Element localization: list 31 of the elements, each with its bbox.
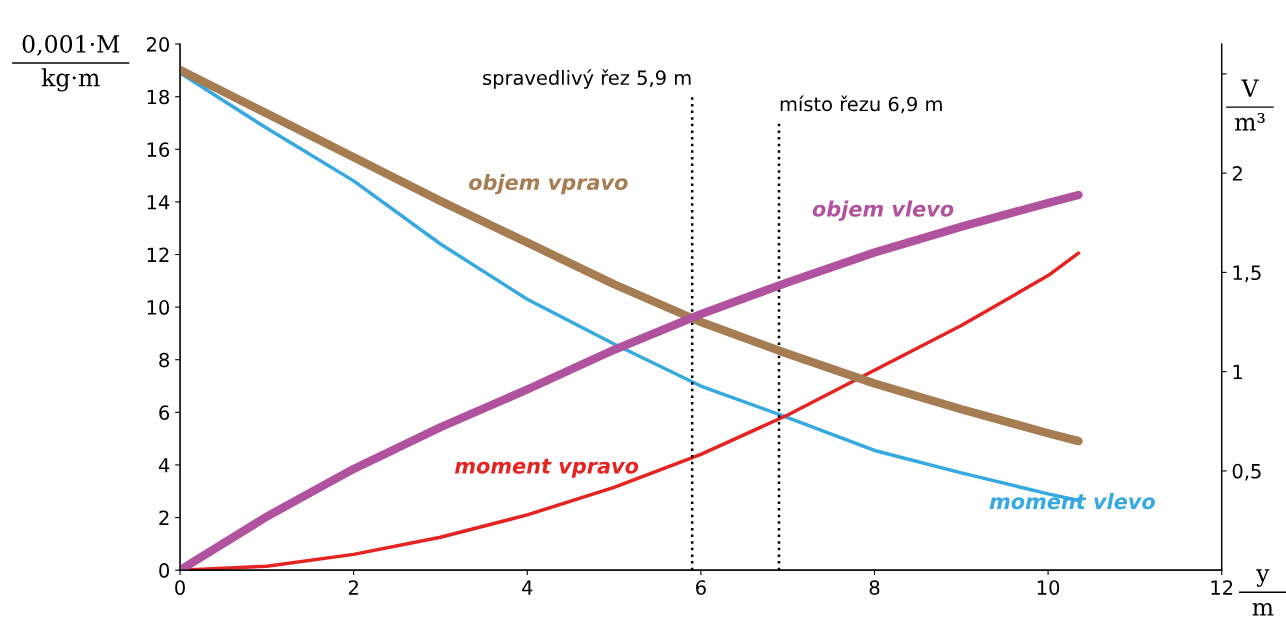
x-axis-title: y m [1252,569,1274,616]
series-label: objem vpravo [468,173,628,195]
y-tick-label: 12 [147,247,169,262]
ref-line-label: místo řezu 6,9 m [780,95,942,114]
y-tick-label: 8 [159,352,169,368]
x-tick-label: 12 [1211,580,1233,595]
y-tick-label: 6 [159,405,170,420]
series-label: moment vpravo [454,458,639,478]
y2-tick-label: 2 [1232,166,1242,181]
y-tick-label: 2 [159,510,169,525]
x-tick-label: 2 [348,580,358,595]
ref-line-label: spravedlivý řez 5,9 m [483,69,691,89]
x-tick-label: 6 [696,580,706,595]
y-tick-label: 14 [147,195,170,210]
y2-axis-title: V m³ [1234,79,1265,131]
y-tick-label: 20 [147,37,170,52]
y2-tick-label: 1,5 [1233,265,1261,283]
series-label: moment vlevo [989,493,1155,510]
y-axis-title: 0,001·M kg·m [22,35,120,92]
y-tick-label: 18 [147,89,169,105]
y-tick-label: 4 [158,458,170,473]
x-tick-label: 0 [175,580,185,595]
y-tick-label: 0 [159,563,170,578]
x-tick-label: 4 [522,580,533,595]
series-label: objem vlevo [812,200,954,221]
y-tick-label: 16 [147,142,170,157]
x-tick-label: 8 [869,580,880,595]
x-tick-label: 10 [1037,580,1060,595]
y2-tick-label: 1 [1233,364,1242,380]
y-tick-label: 10 [147,300,170,315]
y2-tick-label: 0,5 [1232,463,1261,481]
